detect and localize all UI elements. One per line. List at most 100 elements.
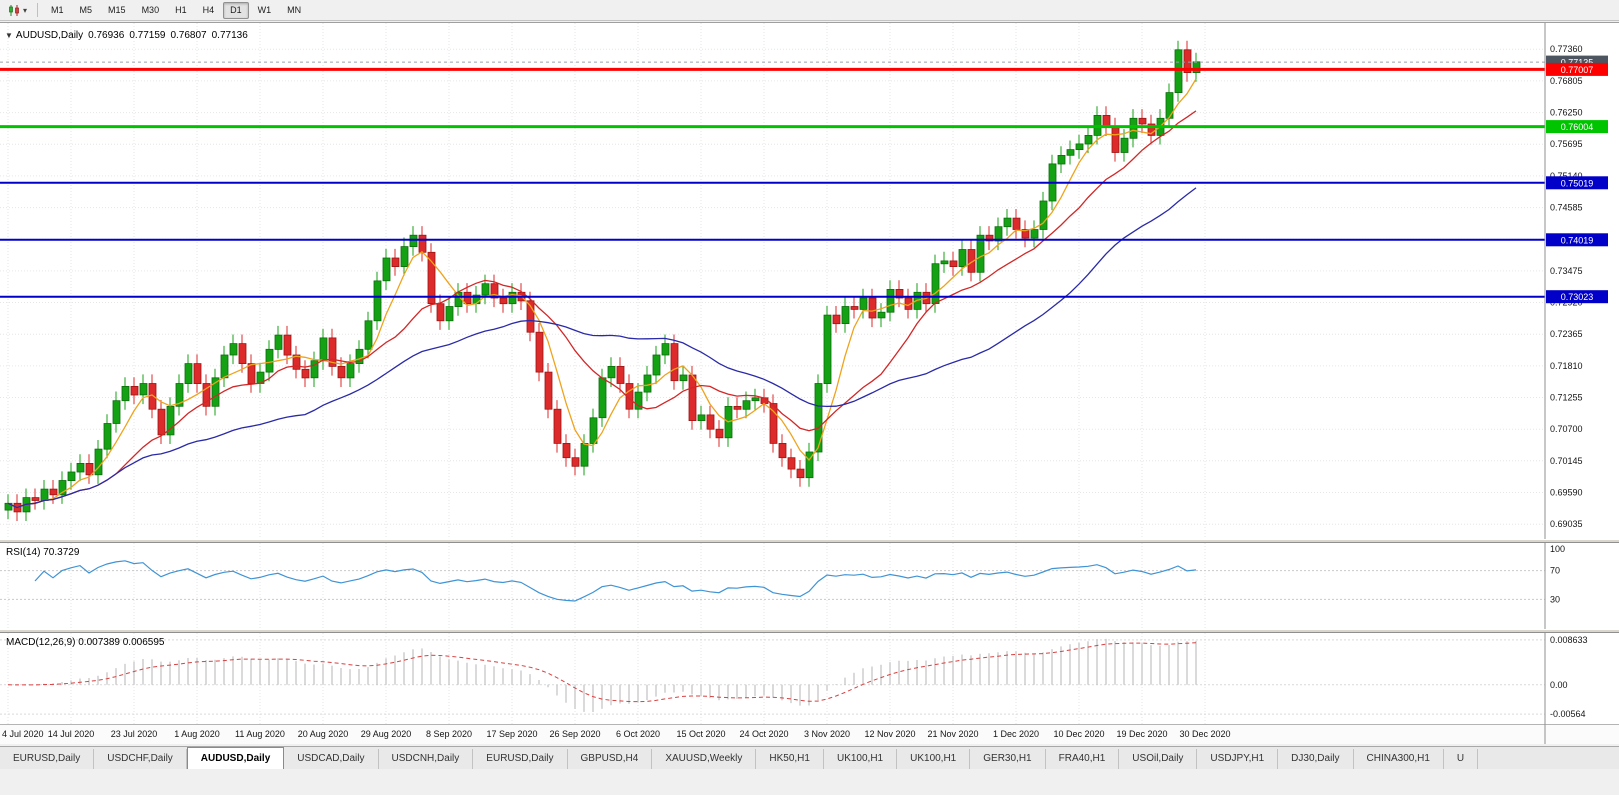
chart-tab-6-gbpusd-h4[interactable]: GBPUSD,H4 bbox=[567, 749, 653, 769]
rsi-indicator-label: RSI(14) 70.3729 bbox=[6, 547, 80, 558]
timeframe-button-h4[interactable]: H4 bbox=[202, 4, 215, 15]
svg-text:0.77007: 0.77007 bbox=[1561, 65, 1594, 75]
chart-tab-8-hk50-h1[interactable]: HK50,H1 bbox=[756, 749, 824, 769]
svg-text:30: 30 bbox=[1550, 594, 1560, 604]
svg-text:0.76250: 0.76250 bbox=[1550, 108, 1583, 118]
chart-tab-4-usdcnh-daily[interactable]: USDCNH,Daily bbox=[378, 749, 474, 769]
chart-window: 0.77360 0.76805 0.76250 0.75695 0.75140 0.745… bbox=[0, 22, 1619, 744]
time-axis[interactable]: 4 Jul 2020 14 Jul 2020 23 Jul 2020 1 Aug 20… bbox=[0, 724, 1619, 744]
chart-tab-13-usoil-daily[interactable]: USOil,Daily bbox=[1119, 749, 1198, 769]
chart-tab-10-uk100-h1[interactable]: UK100,H1 bbox=[897, 749, 971, 769]
chart-tab-9-uk100-h1[interactable]: UK100,H1 bbox=[823, 749, 898, 769]
macd-canvas[interactable]: 0.008633 0.00 -0.00564 bbox=[0, 633, 1619, 724]
macd-panel: 0.008633 0.00 -0.00564 MACD(12,26,9) 0.007… bbox=[0, 633, 1619, 724]
svg-text:0.74585: 0.74585 bbox=[1550, 203, 1583, 213]
svg-text:1 Dec 2020: 1 Dec 2020 bbox=[993, 729, 1039, 739]
svg-text:17 Sep 2020: 17 Sep 2020 bbox=[486, 729, 537, 739]
svg-text:0.00: 0.00 bbox=[1550, 680, 1568, 690]
main-chart-panel: 0.77360 0.76805 0.76250 0.75695 0.75140 0.745… bbox=[0, 23, 1619, 539]
svg-text:0.70145: 0.70145 bbox=[1550, 456, 1583, 466]
svg-text:0.75695: 0.75695 bbox=[1550, 139, 1583, 149]
panel-splitter[interactable] bbox=[0, 629, 1619, 633]
svg-text:-0.00564: -0.00564 bbox=[1550, 709, 1586, 719]
price-chart-canvas[interactable]: 0.77360 0.76805 0.76250 0.75695 0.75140 0.745… bbox=[0, 23, 1619, 539]
svg-text:12 Nov 2020: 12 Nov 2020 bbox=[864, 729, 915, 739]
svg-text:0.72365: 0.72365 bbox=[1550, 329, 1583, 339]
chart-tab-5-eurusd-daily[interactable]: EURUSD,Daily bbox=[473, 749, 568, 769]
ohlc-high: 0.77159 bbox=[129, 30, 166, 41]
timeframe-button-m15[interactable]: M15 bbox=[108, 4, 126, 15]
svg-text:0.75019: 0.75019 bbox=[1561, 178, 1594, 188]
chart-tab-17-u[interactable]: U bbox=[1443, 749, 1479, 769]
chart-tab-7-xauusd-weekly[interactable]: XAUUSD,Weekly bbox=[652, 749, 757, 769]
svg-text:0.76805: 0.76805 bbox=[1550, 76, 1583, 86]
ohlc-open: 0.76936 bbox=[88, 30, 125, 41]
chart-tab-14-usdjpy-h1[interactable]: USDJPY,H1 bbox=[1197, 749, 1279, 769]
toolbar-separator bbox=[37, 3, 39, 17]
chart-tab-11-ger30-h1[interactable]: GER30,H1 bbox=[970, 749, 1046, 769]
timeframe-button-h1[interactable]: H1 bbox=[175, 4, 187, 15]
svg-text:0.69035: 0.69035 bbox=[1550, 519, 1583, 529]
timeframe-button-m5[interactable]: M5 bbox=[79, 4, 93, 15]
timeframe-buttons-group: M1 M5 M15 M30 H1 H4 D1 W1 MN bbox=[43, 1, 309, 19]
macd-indicator-label: MACD(12,26,9) 0.007389 0.006595 bbox=[6, 637, 165, 648]
timeframe-button-w1[interactable]: W1 bbox=[257, 4, 272, 15]
ohlc-close: 0.77136 bbox=[211, 30, 248, 41]
svg-text:23 Jul 2020: 23 Jul 2020 bbox=[111, 729, 158, 739]
collapse-chart-icon[interactable]: ▼ bbox=[5, 31, 13, 40]
svg-text:0.77360: 0.77360 bbox=[1550, 44, 1583, 54]
svg-text:29 Aug 2020: 29 Aug 2020 bbox=[361, 729, 412, 739]
chart-tab-0-eurusd-daily[interactable]: EURUSD,Daily bbox=[0, 749, 95, 769]
panel-splitter[interactable] bbox=[0, 539, 1619, 543]
rsi-canvas[interactable]: 100 70 30 bbox=[0, 543, 1619, 629]
chart-type-selector[interactable]: ▾ bbox=[4, 3, 31, 18]
svg-text:0.69590: 0.69590 bbox=[1550, 488, 1583, 498]
chart-tab-15-dj30-daily[interactable]: DJ30,Daily bbox=[1278, 749, 1354, 769]
svg-text:70: 70 bbox=[1550, 566, 1560, 576]
timeframe-button-mn[interactable]: MN bbox=[287, 4, 302, 15]
candlestick-chart-icon bbox=[9, 4, 19, 16]
timeframe-button-m1[interactable]: M1 bbox=[51, 4, 64, 15]
svg-text:0.71255: 0.71255 bbox=[1550, 393, 1583, 403]
chart-symbol-label: AUDUSD,Daily bbox=[15, 30, 84, 41]
svg-text:6 Oct 2020: 6 Oct 2020 bbox=[616, 729, 660, 739]
chart-tab-1-usdchf-daily[interactable]: USDCHF,Daily bbox=[94, 749, 187, 769]
chart-tab-16-china300-h1[interactable]: CHINA300,H1 bbox=[1353, 749, 1444, 769]
svg-text:0.73023: 0.73023 bbox=[1561, 292, 1594, 302]
svg-text:26 Sep 2020: 26 Sep 2020 bbox=[549, 729, 600, 739]
svg-text:30 Dec 2020: 30 Dec 2020 bbox=[1179, 729, 1230, 739]
chevron-down-icon: ▾ bbox=[23, 5, 28, 15]
timeframe-button-d1[interactable]: D1 bbox=[223, 1, 249, 19]
svg-text:20 Aug 2020: 20 Aug 2020 bbox=[298, 729, 349, 739]
svg-text:24 Oct 2020: 24 Oct 2020 bbox=[739, 729, 788, 739]
svg-text:0.74019: 0.74019 bbox=[1561, 235, 1594, 245]
svg-text:0.73475: 0.73475 bbox=[1550, 266, 1583, 276]
svg-text:19 Dec 2020: 19 Dec 2020 bbox=[1116, 729, 1167, 739]
svg-text:0.008633: 0.008633 bbox=[1550, 635, 1588, 645]
svg-text:11 Aug 2020: 11 Aug 2020 bbox=[235, 729, 285, 739]
chart-tab-2-audusd-daily[interactable]: AUDUSD,Daily bbox=[186, 747, 285, 769]
svg-text:8 Sep 2020: 8 Sep 2020 bbox=[426, 729, 472, 739]
svg-text:0.71810: 0.71810 bbox=[1550, 361, 1583, 371]
svg-text:14 Jul 2020: 14 Jul 2020 bbox=[48, 729, 95, 739]
svg-text:0.76004: 0.76004 bbox=[1561, 122, 1594, 132]
time-axis-canvas: 4 Jul 2020 14 Jul 2020 23 Jul 2020 1 Aug 20… bbox=[0, 724, 1619, 744]
svg-text:0.70700: 0.70700 bbox=[1550, 424, 1583, 434]
svg-text:1 Aug 2020: 1 Aug 2020 bbox=[174, 729, 220, 739]
svg-text:3 Nov 2020: 3 Nov 2020 bbox=[804, 729, 850, 739]
svg-text:4 Jul 2020: 4 Jul 2020 bbox=[2, 729, 44, 739]
timeframe-button-m30[interactable]: M30 bbox=[141, 4, 160, 15]
rsi-panel: 100 70 30 RSI(14) 70.3729 bbox=[0, 543, 1619, 629]
chart-tab-12-fra40-h1[interactable]: FRA40,H1 bbox=[1045, 749, 1120, 769]
timeframe-toolbar: ▾ M1 M5 M15 M30 H1 H4 D1 W1 MN bbox=[0, 0, 1619, 21]
svg-text:100: 100 bbox=[1550, 544, 1565, 554]
svg-text:0.77135: 0.77135 bbox=[1561, 58, 1594, 68]
chart-tab-3-usdcad-daily[interactable]: USDCAD,Daily bbox=[284, 749, 379, 769]
ohlc-low: 0.76807 bbox=[170, 30, 207, 41]
svg-text:0.75140: 0.75140 bbox=[1550, 171, 1583, 181]
chart-tabs-bar: EURUSD,Daily USDCHF,Daily AUDUSD,Daily USDC… bbox=[0, 746, 1619, 769]
chart-ohlc-header: ▼ AUDUSD,Daily 0.76936 0.77159 0.76807 0.7713… bbox=[5, 30, 253, 41]
svg-text:15 Oct 2020: 15 Oct 2020 bbox=[676, 729, 725, 739]
svg-text:21 Nov 2020: 21 Nov 2020 bbox=[927, 729, 978, 739]
